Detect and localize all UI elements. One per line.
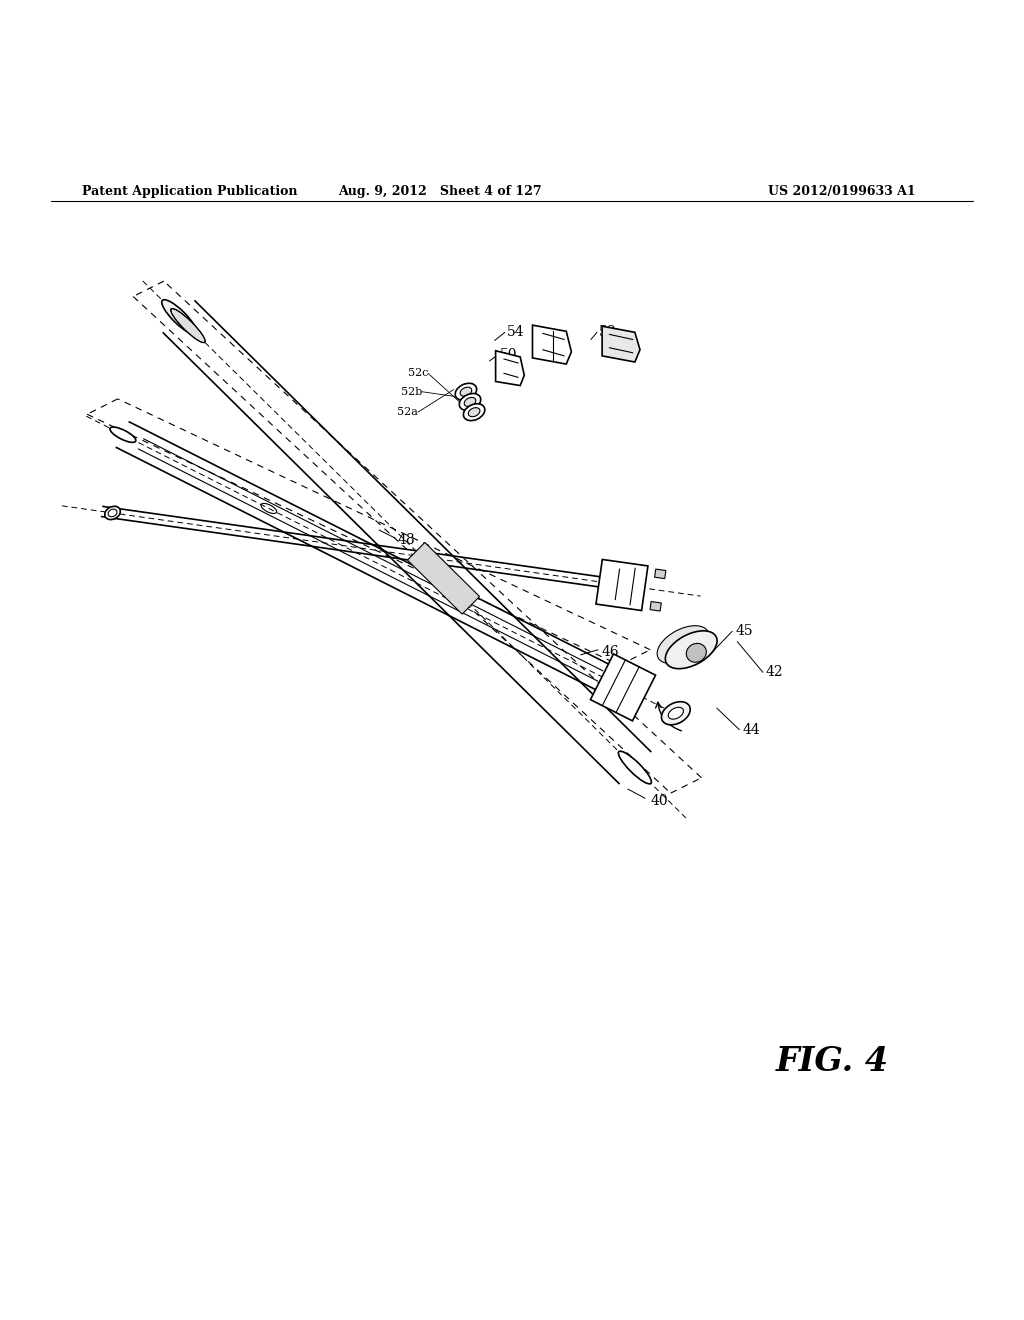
Text: 44: 44 bbox=[742, 722, 760, 737]
Text: FIG. 4: FIG. 4 bbox=[776, 1045, 889, 1078]
Polygon shape bbox=[532, 325, 571, 364]
Ellipse shape bbox=[662, 702, 690, 725]
Text: 52c: 52c bbox=[408, 368, 428, 379]
Text: 50: 50 bbox=[500, 348, 517, 362]
Ellipse shape bbox=[464, 404, 484, 421]
Ellipse shape bbox=[686, 643, 707, 663]
Text: Patent Application Publication: Patent Application Publication bbox=[82, 185, 297, 198]
Text: 52b: 52b bbox=[400, 387, 422, 397]
Polygon shape bbox=[602, 326, 640, 362]
Polygon shape bbox=[596, 560, 648, 611]
Polygon shape bbox=[591, 653, 655, 721]
Text: 40: 40 bbox=[650, 795, 668, 808]
Ellipse shape bbox=[468, 408, 480, 417]
Text: 58: 58 bbox=[599, 325, 616, 339]
Text: 46: 46 bbox=[601, 644, 618, 659]
Text: Aug. 9, 2012   Sheet 4 of 127: Aug. 9, 2012 Sheet 4 of 127 bbox=[339, 185, 542, 198]
Polygon shape bbox=[654, 569, 666, 578]
Ellipse shape bbox=[464, 397, 476, 407]
Ellipse shape bbox=[110, 428, 136, 442]
Ellipse shape bbox=[456, 383, 476, 400]
Ellipse shape bbox=[460, 393, 480, 411]
Text: 42: 42 bbox=[766, 665, 783, 680]
Polygon shape bbox=[496, 351, 524, 385]
Text: 45: 45 bbox=[735, 624, 753, 639]
Ellipse shape bbox=[666, 631, 717, 669]
Text: 48: 48 bbox=[397, 533, 415, 548]
Ellipse shape bbox=[162, 300, 197, 334]
Ellipse shape bbox=[618, 751, 651, 784]
Ellipse shape bbox=[171, 309, 205, 343]
Text: US 2012/0199633 A1: US 2012/0199633 A1 bbox=[768, 185, 915, 198]
Text: 54: 54 bbox=[507, 325, 524, 339]
Polygon shape bbox=[408, 543, 479, 614]
Ellipse shape bbox=[104, 507, 121, 520]
Ellipse shape bbox=[460, 387, 472, 396]
Text: 52a: 52a bbox=[397, 407, 418, 417]
Ellipse shape bbox=[657, 626, 709, 664]
Ellipse shape bbox=[669, 708, 683, 719]
Polygon shape bbox=[650, 602, 662, 611]
